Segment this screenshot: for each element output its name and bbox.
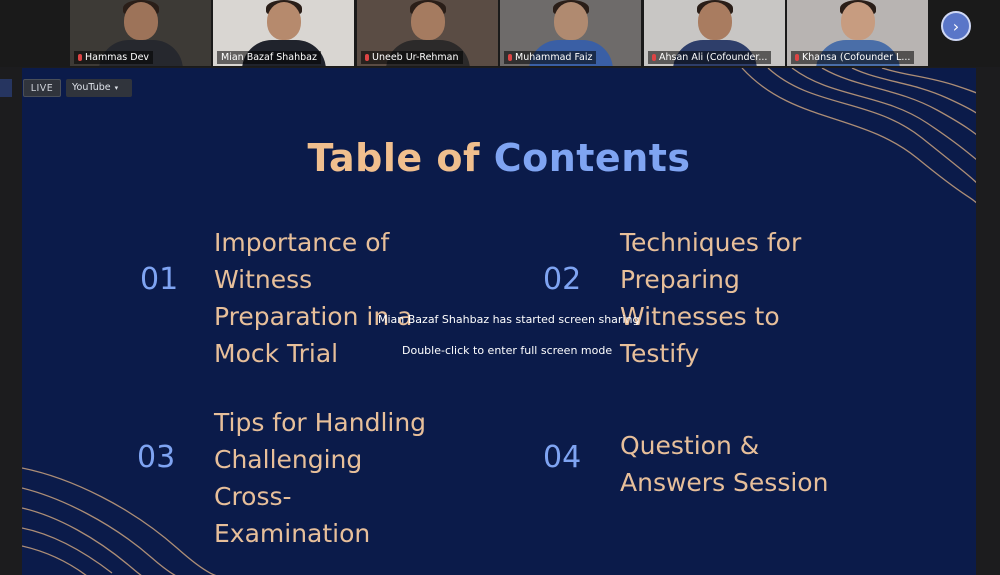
participant-nameplate: Ahsan Ali (Cofounder... (648, 51, 771, 64)
screen-share-notice: Mian Bazaf Shahbaz has started screen sh… (378, 313, 639, 326)
participant-nameplate: Uneeb Ur-Rehman (361, 51, 463, 64)
side-panel-edge[interactable] (0, 79, 12, 97)
avatar (124, 2, 158, 40)
participant-name: Hammas Dev (85, 51, 149, 64)
mic-muted-icon (508, 54, 512, 61)
chevron-down-icon: ▾ (115, 84, 119, 92)
participant-name: Khansa (Cofounder L... (802, 51, 910, 64)
title-part-1: Table of (307, 136, 493, 180)
mic-muted-icon (652, 54, 656, 61)
item-text: Question & Answers Session (620, 427, 828, 501)
participant-tile[interactable]: Hammas Dev (70, 0, 211, 66)
participant-strip: Hammas Dev Mian Bazaf Shahbaz Uneeb Ur-R… (0, 0, 1000, 67)
mic-muted-icon (78, 54, 82, 61)
participant-name: Mian Bazaf Shahbaz (221, 51, 317, 64)
avatar (267, 2, 301, 40)
fullscreen-hint: Double-click to enter full screen mode (402, 344, 612, 357)
participant-tile[interactable]: Mian Bazaf Shahbaz (213, 0, 354, 66)
slide-title: Table of Contents (22, 136, 976, 180)
avatar (554, 2, 588, 40)
title-part-2: Contents (494, 136, 691, 180)
youtube-dropdown-label: YouTube (72, 82, 111, 93)
mic-muted-icon (365, 54, 369, 61)
item-number: 02 (543, 262, 581, 297)
item-text: Techniques for Preparing Witnesses to Te… (620, 224, 801, 372)
item-number: 01 (140, 262, 178, 297)
item-number: 04 (543, 440, 581, 475)
youtube-dropdown[interactable]: YouTube ▾ (66, 79, 132, 97)
participant-name: Ahsan Ali (Cofounder... (659, 51, 767, 64)
participant-name: Uneeb Ur-Rehman (372, 51, 459, 64)
chevron-right-icon: › (953, 17, 959, 36)
next-participants-button[interactable]: › (941, 11, 971, 41)
participant-name: Muhammad Faiz (515, 51, 592, 64)
avatar (698, 2, 732, 40)
live-badge[interactable]: LIVE (23, 79, 61, 97)
participant-tile[interactable]: Khansa (Cofounder L... (787, 0, 928, 66)
avatar (841, 2, 875, 40)
shared-screen[interactable]: Table of Contents 01 Importance of Witne… (22, 68, 976, 575)
mic-muted-icon (795, 54, 799, 61)
participant-nameplate: Muhammad Faiz (504, 51, 596, 64)
participant-tile[interactable]: Muhammad Faiz (500, 0, 641, 66)
participant-nameplate: Khansa (Cofounder L... (791, 51, 914, 64)
participant-tile[interactable]: Uneeb Ur-Rehman (357, 0, 498, 66)
item-number: 03 (137, 440, 175, 475)
participant-nameplate: Hammas Dev (74, 51, 153, 64)
item-text: Importance of Witness Preparation in a M… (214, 224, 412, 372)
participant-nameplate: Mian Bazaf Shahbaz (217, 51, 321, 64)
item-text: Tips for Handling Challenging Cross- Exa… (214, 404, 426, 552)
participant-tile[interactable]: Ahsan Ali (Cofounder... (644, 0, 785, 66)
avatar (411, 2, 445, 40)
